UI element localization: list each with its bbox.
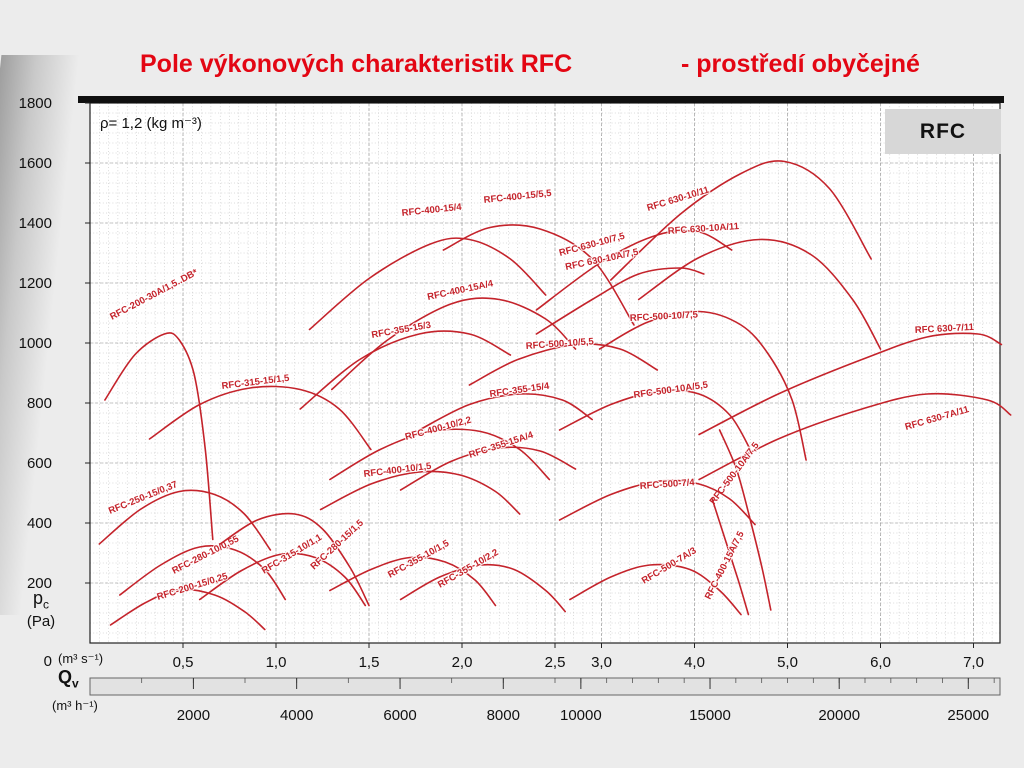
x1-axis-unit: (m³ s⁻¹) [58,651,104,666]
curve [329,428,551,481]
curve [198,552,367,607]
curve [698,332,1003,436]
x1-tick-label: 0,5 [173,654,194,671]
y-tick-label: 1000 [19,335,52,352]
curve [637,238,882,350]
y-tick-label: 1600 [19,155,52,172]
x1-tick-label: 3,0 [591,654,612,671]
x1-tick-label: 2,5 [545,654,566,671]
x2-axis-symbol-sub: v [72,676,79,691]
curve [104,332,214,541]
curve [299,330,512,410]
curve [399,563,566,613]
curve [219,512,370,607]
x2-tick-label: 25000 [947,707,989,724]
x2-tick-label: 10000 [560,707,602,724]
y-axis-label: pc (Pa) [10,588,72,630]
x1-tick-label: 4,0 [684,654,705,671]
page-title-suffix: - prostředí obyčejné [681,50,920,78]
x2-tick-label: 4000 [280,707,313,724]
x1-tick-label: 6,0 [870,654,891,671]
curve [418,393,593,431]
curve [399,446,577,491]
x2-axis-symbol-main: Q [58,667,73,687]
curve [109,588,266,631]
curve [308,237,547,331]
page-title: Pole výkonových charakteristik RFC [140,50,573,78]
x2-tick-label: 8000 [487,707,520,724]
y-tick-label: 0 [44,653,52,670]
curve [569,563,742,616]
qv-scale-band [89,677,1001,696]
y-axis-symbol-main: p [32,588,43,608]
curve [331,297,577,391]
curve [119,545,287,601]
curve [468,343,659,386]
y-tick-label: 200 [27,575,52,592]
y-axis-unit: (Pa) [26,612,56,630]
curve [148,385,372,451]
x2-axis-label: Qv [58,667,79,691]
curve [598,310,807,461]
x1-tick-label: 1,0 [266,654,287,671]
x2-tick-label: 20000 [818,707,860,724]
x1-tick-label: 5,0 [777,654,798,671]
x2-axis-unit: (m³ h⁻¹) [52,698,98,713]
x2-tick-label: 15000 [689,707,731,724]
x2-tick-label: 2000 [177,707,210,724]
curve [711,498,750,616]
curve [558,389,752,451]
curve [610,160,872,281]
y-axis-symbol-sub: c [43,597,49,612]
curve [535,229,733,311]
y-tick-label: 1200 [19,275,52,292]
y-tick-label: 400 [27,515,52,532]
curve-label: RFC-500-7/4 [639,477,695,492]
top-bar [78,96,1004,103]
x1-tick-label: 2,0 [452,654,473,671]
curve [329,556,497,607]
curve [442,224,635,326]
curve [558,479,756,526]
y-tick-label: 600 [27,455,52,472]
curve-label: RFC 630-7/11 [915,322,975,336]
y-axis-symbol: pc [10,588,72,612]
y-tick-label: 1400 [19,215,52,232]
curve [698,392,1012,481]
curve [319,470,521,515]
y-tick-label: 1800 [19,95,52,112]
series-family-badge: RFC [885,109,1001,154]
curve-label: RFC-500-10/7,5 [630,309,699,324]
x2-tick-label: 6000 [383,707,416,724]
curve [98,489,272,551]
x1-tick-label: 1,5 [359,654,380,671]
air-density-annotation: ρ= 1,2 (kg m⁻³) [100,115,202,132]
y-tick-label: 800 [27,395,52,412]
x1-tick-label: 7,0 [963,654,984,671]
curve [535,267,705,335]
